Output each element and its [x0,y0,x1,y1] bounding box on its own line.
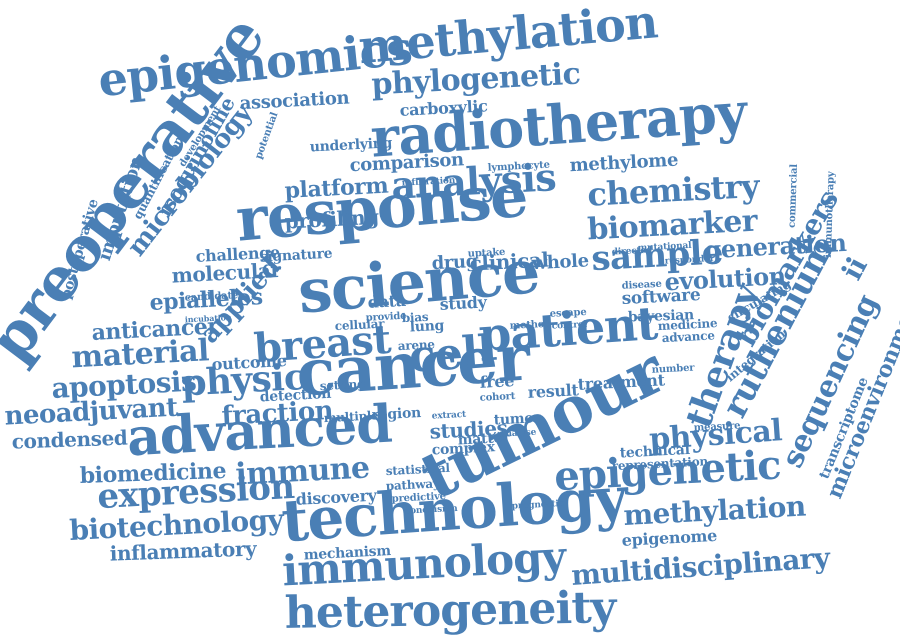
cloud-word: signature [259,245,333,266]
cloud-word: discovery [295,485,378,509]
cloud-word: arene [397,337,436,354]
cloud-word: ii [835,252,874,286]
cloud-word: cohort [479,390,516,404]
cloud-word: outcome [211,350,288,374]
cloud-word: advance [661,328,715,346]
cloud-word: provide [365,310,407,324]
cloud-word: disease [621,278,662,292]
cloud-word: association [239,87,350,115]
cloud-word: whole [531,250,590,275]
cloud-word: pathway [385,476,440,494]
cloud-word: analyse [499,427,537,440]
cloud-word: statistical [385,460,451,479]
cloud-word: profiling [284,204,380,234]
cloud-word: number [651,362,695,376]
cloud-word: biomedicine [79,457,227,489]
cloud-word: heterogeneity [284,582,616,639]
cloud-word: complex [431,439,496,459]
cloud-word: escape [549,306,587,320]
cloud-word: region [371,404,422,424]
cloud-word: control [551,319,588,332]
cloud-word: carboxylic [399,96,489,120]
cloud-word: inflammatory [109,536,257,566]
cloud-word: condensed [11,425,128,454]
cloud-word: uptake [467,246,506,260]
cloud-word: potential [253,110,281,161]
cloud-word: tumor [493,410,541,429]
cloud-word: methylation [622,489,807,533]
cloud-word: underlying [309,135,393,156]
cloud-word: free [479,371,515,392]
cloud-word: epigenome [621,525,718,550]
cloud-word: result [527,380,579,402]
cloud-word: setting [319,376,366,394]
cloud-word: incubation [184,312,232,325]
cloud-word: study [439,292,488,314]
cloud-word: extract [431,409,467,422]
cloud-word: multiple [323,408,379,426]
cloud-word: data [367,290,407,312]
cloud-word: platform [283,172,389,204]
cloud-word: multidisciplinary [570,541,831,593]
